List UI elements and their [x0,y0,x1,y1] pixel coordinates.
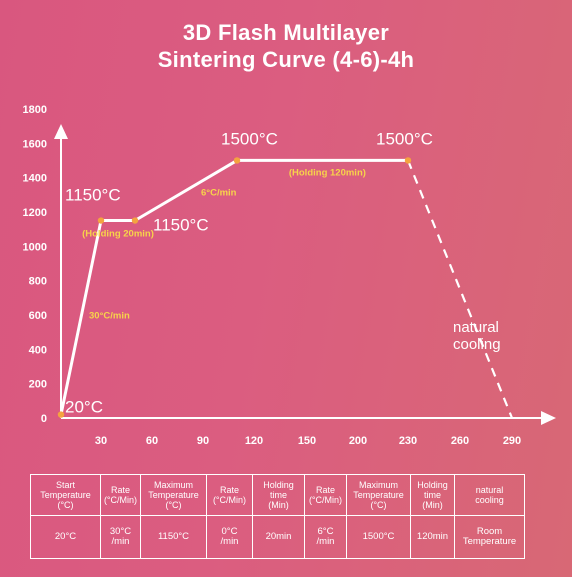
x-tick-label: 200 [349,435,367,447]
y-tick-label: 800 [29,276,47,288]
table-value-cell: 120min [410,515,455,559]
x-tick-label: 260 [451,435,469,447]
table-value-cell: 6°C /min [304,515,347,559]
x-tick-label: 30 [95,435,107,447]
x-tick-label: 90 [197,435,209,447]
table-header-row: Start Temperature (°C) Rate (°C/Min) Max… [30,474,525,516]
y-tick-label: 1000 [23,241,47,253]
table-header-cell: Rate (°C/Min) [100,474,141,516]
chart-title-line2: Sintering Curve (4-6)-4h [157,47,415,72]
table-header-cell: Maximum Temperature (°C) [346,474,411,516]
y-tick-label: 1200 [23,207,47,219]
table-value-cell: 1500°C [346,515,411,559]
table-header-cell: natural cooling [454,474,525,516]
rate-annotation: 30°C/min [89,310,130,321]
table-value-cell: 1150°C [140,515,207,559]
table-header-cell: Rate (°C/Min) [304,474,347,516]
x-tick-label: 60 [146,435,158,447]
data-point-marker [57,411,65,418]
chart-title-line1: 3D Flash Multilayer [182,20,390,45]
x-tick-label: 290 [503,435,521,447]
y-tick-label: 0 [41,413,47,425]
temperature-label: 1500°C [376,129,433,148]
sintering-curve-chart: 0 200 400 600 800 1000 1200 1400 1600 1800 30 60 90 1… [23,104,556,447]
data-point-marker [131,217,139,224]
natural-cooling-label: natural [453,319,499,336]
temperature-label: 1150°C [153,216,209,235]
x-tick-label: 150 [298,435,316,447]
y-tick-label: 600 [29,310,47,322]
holding-annotation: (Holding 120min) [289,167,366,178]
table-value-cell: 20min [252,515,305,559]
rate-annotation: 6°C/min [201,187,237,198]
y-tick-label: 200 [29,379,47,391]
table-header-cell: Start Temperature (°C) [30,474,101,516]
temperature-label: 1500°C [221,129,278,148]
table-value-cell: Room Temperature [454,515,525,559]
temperature-label: 20°C [65,398,103,417]
x-tick-label: 230 [399,435,417,447]
y-tick-label: 400 [29,344,47,356]
table-value-row: 20°C 30°C /min 1150°C 0°C /min 20min 6°C… [30,515,525,559]
y-axis-arrow-icon [54,124,68,139]
temperature-label: 1150°C [65,186,121,205]
table-header-cell: Holding time (Min) [252,474,305,516]
holding-annotation: (Holding 20min) [82,229,154,240]
y-tick-label: 1400 [23,173,47,185]
table-value-cell: 20°C [30,515,101,559]
table-value-cell: 30°C /min [100,515,141,559]
data-point-marker [97,217,105,224]
sintering-parameters-table: Start Temperature (°C) Rate (°C/Min) Max… [30,474,525,559]
table-header-cell: Holding time (Min) [410,474,455,516]
natural-cooling-label: cooling [453,336,501,353]
data-point-marker [404,157,412,164]
y-tick-label: 1800 [23,104,47,116]
table-header-cell: Maximum Temperature (°C) [140,474,207,516]
table-value-cell: 0°C /min [206,515,253,559]
x-axis-arrow-icon [541,411,556,425]
table-header-cell: Rate (°C/Min) [206,474,253,516]
x-tick-label: 120 [245,435,263,447]
data-point-marker [233,157,241,164]
y-tick-label: 1600 [23,138,47,150]
series-line-natural-cooling [406,159,514,419]
